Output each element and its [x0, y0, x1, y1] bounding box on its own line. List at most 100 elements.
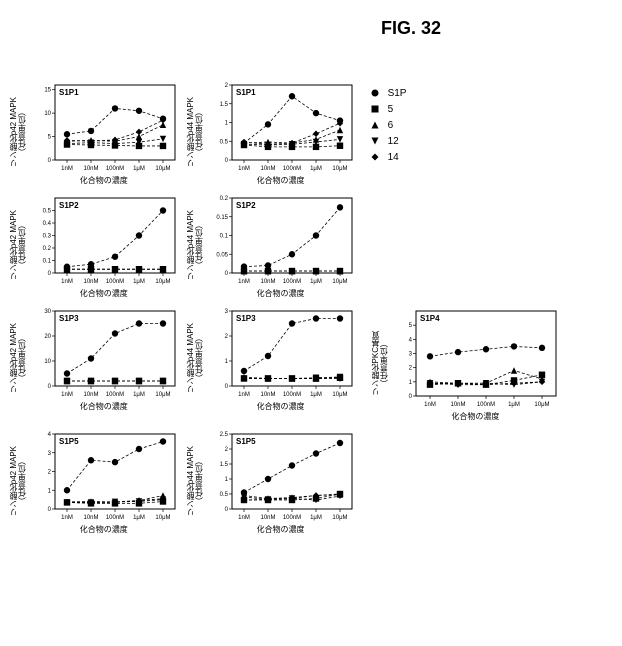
svg-text:0: 0	[47, 271, 51, 277]
svg-text:100nM: 100nM	[106, 279, 124, 285]
svg-text:1nM: 1nM	[61, 279, 73, 285]
svg-text:0.2: 0.2	[42, 246, 51, 252]
legend-item: 5	[368, 103, 407, 115]
svg-text:0: 0	[224, 507, 228, 513]
svg-text:100nM: 100nM	[477, 402, 495, 408]
svg-text:100nM: 100nM	[106, 392, 124, 398]
svg-text:1nM: 1nM	[238, 515, 250, 521]
svg-text:1: 1	[224, 121, 228, 127]
svg-text:1nM: 1nM	[238, 279, 250, 285]
chart-panel: リン酸化p44 MAPK （任意単位）00.050.10.150.21nM10n…	[187, 192, 356, 299]
svg-text:2.5: 2.5	[219, 432, 228, 438]
svg-text:1.5: 1.5	[219, 102, 228, 108]
figure-title: FIG. 32	[210, 18, 612, 39]
svg-text:3: 3	[409, 352, 413, 358]
svg-text:S1P5: S1P5	[59, 437, 79, 446]
y-axis-label: リン酸化p44 MAPK （任意単位）	[187, 97, 204, 167]
svg-text:0.2: 0.2	[219, 196, 228, 202]
svg-text:3: 3	[47, 451, 51, 457]
chart-panel: リン酸化p44 MAPK （任意単位）01231nM10nM100nM1μM10…	[187, 305, 356, 412]
svg-text:10μM: 10μM	[535, 402, 550, 408]
svg-text:0.1: 0.1	[219, 234, 228, 240]
svg-text:10nM: 10nM	[83, 515, 98, 521]
x-axis-label: 化合物の濃度	[80, 175, 128, 186]
chart-panel: リン酸化p42 MAPK （任意単位）01020301nM10nM100nM1μ…	[10, 305, 179, 412]
svg-text:100nM: 100nM	[282, 392, 300, 398]
x-axis-label: 化合物の濃度	[80, 401, 128, 412]
legend-item: 14	[368, 151, 407, 163]
svg-text:1μM: 1μM	[508, 402, 520, 408]
y-axis-label: リン酸化p42 MAPK （任意単位）	[10, 446, 27, 516]
svg-text:100nM: 100nM	[106, 166, 124, 172]
legend-item: 12	[368, 135, 407, 147]
svg-text:S1P5: S1P5	[236, 437, 256, 446]
svg-text:10μM: 10μM	[155, 392, 170, 398]
svg-text:0: 0	[47, 507, 51, 513]
legend-label: 5	[388, 104, 394, 115]
svg-text:15: 15	[44, 88, 51, 94]
svg-text:100nM: 100nM	[106, 515, 124, 521]
svg-text:0.15: 0.15	[216, 215, 228, 221]
svg-text:2: 2	[47, 470, 51, 476]
svg-text:0.5: 0.5	[219, 139, 228, 145]
svg-text:10nM: 10nM	[83, 279, 98, 285]
svg-text:1μM: 1μM	[133, 515, 145, 521]
x-axis-label: 化合物の濃度	[80, 524, 128, 535]
y-axis-label: リン酸化p44 MAPK （任意単位）	[187, 446, 204, 516]
x-axis-label: 化合物の濃度	[451, 411, 499, 422]
svg-text:1μM: 1μM	[133, 279, 145, 285]
svg-text:100nM: 100nM	[282, 166, 300, 172]
legend-item: 6	[368, 119, 407, 131]
svg-text:0: 0	[409, 394, 413, 400]
svg-text:4: 4	[47, 432, 51, 438]
legend-label: 12	[388, 136, 399, 147]
svg-text:10nM: 10nM	[260, 392, 275, 398]
svg-text:1: 1	[224, 359, 228, 365]
svg-text:10μM: 10μM	[155, 279, 170, 285]
svg-text:10μM: 10μM	[332, 392, 347, 398]
svg-text:10nM: 10nM	[260, 166, 275, 172]
svg-text:10nM: 10nM	[260, 515, 275, 521]
svg-text:0.4: 0.4	[42, 221, 51, 227]
svg-text:10: 10	[44, 359, 51, 365]
svg-text:S1P2: S1P2	[59, 201, 79, 210]
svg-text:1nM: 1nM	[238, 392, 250, 398]
svg-text:0.5: 0.5	[42, 209, 51, 215]
chart-panel: リン酸化p42 MAPK （任意単位）012341nM10nM100nM1μM1…	[10, 428, 179, 535]
svg-text:0: 0	[224, 384, 228, 390]
svg-text:1μM: 1μM	[310, 515, 322, 521]
svg-text:10μM: 10μM	[155, 166, 170, 172]
svg-text:10μM: 10μM	[155, 515, 170, 521]
svg-text:10nM: 10nM	[260, 279, 275, 285]
svg-text:0.1: 0.1	[42, 259, 51, 265]
svg-text:10: 10	[44, 111, 51, 117]
svg-text:2: 2	[224, 83, 228, 89]
svg-text:S1P1: S1P1	[59, 88, 79, 97]
svg-text:30: 30	[44, 309, 51, 315]
svg-text:1nM: 1nM	[61, 515, 73, 521]
x-axis-label: 化合物の濃度	[257, 175, 305, 186]
svg-text:10nM: 10nM	[83, 392, 98, 398]
svg-text:1μM: 1μM	[310, 279, 322, 285]
x-axis-label: 化合物の濃度	[257, 288, 305, 299]
svg-text:S1P3: S1P3	[236, 314, 256, 323]
svg-text:S1P1: S1P1	[236, 88, 256, 97]
svg-text:0: 0	[224, 271, 228, 277]
chart-panel: リン酸化PKC基質 （任意単位）0123451nM10nM100nM1μM10μ…	[372, 305, 561, 422]
svg-text:1nM: 1nM	[61, 166, 73, 172]
svg-text:100nM: 100nM	[282, 279, 300, 285]
svg-text:1μM: 1μM	[133, 392, 145, 398]
svg-text:2: 2	[409, 366, 413, 372]
svg-text:4: 4	[409, 337, 413, 343]
svg-text:S1P4: S1P4	[420, 314, 440, 323]
svg-text:10nM: 10nM	[83, 166, 98, 172]
svg-text:1: 1	[224, 477, 228, 483]
svg-text:2: 2	[224, 447, 228, 453]
svg-text:10μM: 10μM	[332, 166, 347, 172]
svg-text:0: 0	[47, 158, 51, 164]
svg-text:100nM: 100nM	[282, 515, 300, 521]
panel-grid: リン酸化p42 MAPK （任意単位）0510151nM10nM100nM1μM…	[10, 79, 612, 535]
legend-label: 6	[388, 120, 394, 131]
svg-text:0.3: 0.3	[42, 234, 51, 240]
svg-text:S1P2: S1P2	[236, 201, 256, 210]
